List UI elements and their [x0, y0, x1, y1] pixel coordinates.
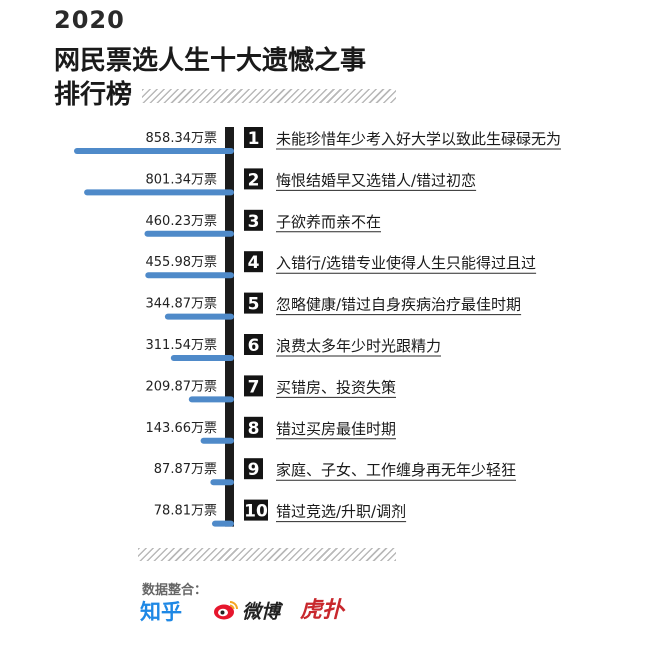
source-label: 数据整合：	[142, 583, 208, 598]
value-label-8: 143.66万票	[146, 421, 218, 436]
bar-8	[200, 437, 234, 444]
chart-title-line2: 排行榜	[54, 80, 133, 110]
rank-number-9: 9	[248, 460, 260, 480]
bar-7	[188, 396, 234, 403]
category-label-1: 未能珍惜年少考入好大学以致此生碌碌无为	[276, 130, 561, 148]
category-label-3: 子欲养而亲不在	[276, 213, 381, 231]
rank-box-6	[244, 334, 263, 355]
bar-3	[144, 230, 234, 237]
rank-number-3: 3	[248, 212, 260, 232]
rank-number-6: 6	[248, 336, 260, 356]
value-label-2: 801.34万票	[146, 172, 218, 187]
rank-number-10: 10	[244, 502, 268, 522]
category-label-5: 忽略健康/错过自身疾病治疗最佳时期	[276, 296, 521, 314]
weibo-logo-text: 微博	[242, 600, 281, 623]
bar-10	[212, 520, 234, 527]
value-label-6: 311.54万票	[146, 338, 218, 353]
rank-number-8: 8	[248, 419, 260, 439]
rank-box-5	[244, 292, 263, 314]
bar-6	[170, 355, 234, 361]
chart-trunk	[225, 127, 234, 527]
ranking-bar-chart: 858.34万票 1 未能珍惜年少考入好大学以致此生碌碌无为 801.34万票 2 悔恨结…	[74, 127, 561, 527]
rank-box-7	[244, 375, 263, 397]
value-label-4: 455.98万票	[146, 255, 218, 270]
value-label-3: 460.23万票	[146, 214, 218, 229]
bar-4	[145, 272, 234, 279]
rank-number-4: 4	[248, 253, 260, 273]
weibo-icon	[214, 601, 238, 620]
chart-title-line1: 网民票选人生十大遗憾之事	[54, 46, 367, 76]
rank-box-9	[244, 458, 263, 480]
category-label-2: 悔恨结婚早又选错人/错过初恋	[276, 171, 476, 189]
rank-number-2: 2	[248, 170, 260, 190]
zhihu-logo: 知乎	[140, 600, 182, 624]
value-label-7: 209.87万票	[146, 379, 218, 394]
rank-box-8	[244, 416, 263, 438]
bar-9	[210, 479, 234, 486]
rank-box-10	[244, 499, 268, 521]
rank-number-1: 1	[248, 129, 260, 149]
year-label: 2020	[54, 6, 125, 34]
bar-1	[74, 148, 234, 154]
footer-hatch-divider	[138, 548, 396, 561]
rank-box-4	[244, 251, 263, 273]
category-label-7: 买错房、投资失策	[276, 378, 396, 396]
bar-2	[84, 189, 234, 196]
weibo-logo: 微博	[213, 596, 280, 624]
title-hatch-divider	[142, 89, 396, 103]
rank-number-7: 7	[248, 377, 260, 397]
rank-box-1	[244, 127, 263, 148]
rank-box-2	[244, 168, 263, 190]
category-label-4: 入错行/选错专业使得人生只能得过且过	[276, 254, 536, 272]
category-label-8: 错过买房最佳时期	[276, 420, 396, 438]
rank-box-3	[244, 209, 263, 231]
category-label-9: 家庭、子女、工作缠身再无年少轻狂	[276, 461, 516, 479]
rank-number-5: 5	[248, 295, 260, 315]
value-label-10: 78.81万票	[154, 504, 217, 519]
value-label-1: 858.34万票	[146, 131, 218, 146]
hupu-logo: 虎扑	[300, 598, 345, 623]
value-label-9: 87.87万票	[154, 462, 217, 477]
value-label-5: 344.87万票	[146, 297, 218, 312]
bar-5	[164, 313, 234, 320]
category-label-10: 错过竞选/升职/调剂	[276, 503, 406, 521]
category-label-6: 浪费太多年少时光跟精力	[276, 337, 441, 355]
